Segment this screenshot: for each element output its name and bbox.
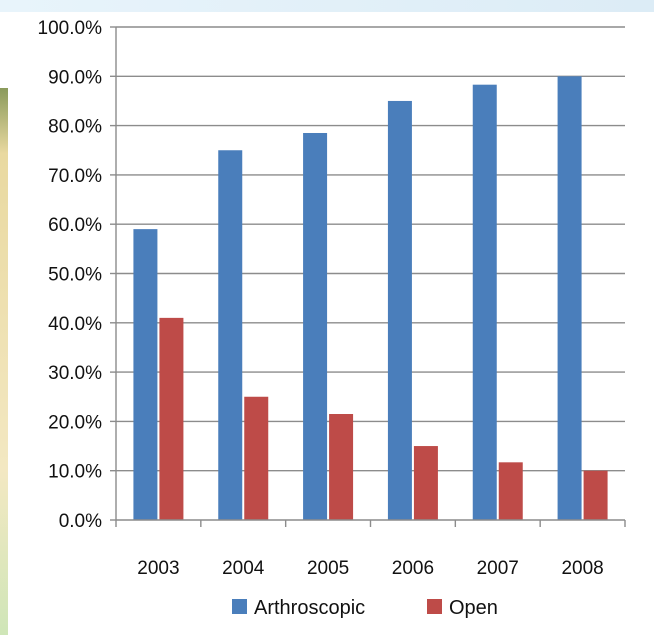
y-tick-label: 50.0% bbox=[48, 265, 102, 286]
bar-open-2008 bbox=[583, 470, 608, 520]
x-tick-label: 2004 bbox=[222, 558, 265, 579]
legend-label-open: Open bbox=[449, 597, 498, 619]
x-tick-label: 2006 bbox=[392, 558, 434, 579]
y-tick-label: 60.0% bbox=[48, 215, 102, 236]
bar-open-2003 bbox=[159, 317, 184, 520]
bar-open-2006 bbox=[413, 446, 438, 520]
x-tick-label: 2003 bbox=[137, 558, 179, 579]
bar-arthroscopic-2008 bbox=[557, 76, 582, 521]
y-tick-label: 80.0% bbox=[48, 117, 102, 138]
bar-open-2005 bbox=[329, 414, 354, 520]
bar-arthroscopic-2007 bbox=[472, 84, 497, 520]
legend-swatch-open bbox=[427, 599, 442, 614]
legend-swatch-arthroscopic bbox=[232, 599, 247, 614]
x-axis: 2003 2004 2005 2006 2007 2008 bbox=[115, 27, 626, 579]
y-tick-label: 10.0% bbox=[48, 462, 102, 483]
y-tick-label: 0.0% bbox=[59, 511, 102, 532]
y-tick-label: 90.0% bbox=[48, 67, 102, 88]
background-left-strip bbox=[0, 88, 8, 635]
bar-open-2004 bbox=[244, 396, 269, 520]
x-tick-label: 2007 bbox=[477, 558, 519, 579]
legend-label-arthroscopic: Arthroscopic bbox=[254, 597, 365, 619]
background-top-strip bbox=[0, 0, 654, 12]
y-tick-label: 20.0% bbox=[48, 412, 102, 433]
y-tick-label: 100.0% bbox=[38, 18, 103, 39]
x-tick-label: 2005 bbox=[307, 558, 349, 579]
bar-arthroscopic-2004 bbox=[218, 150, 243, 520]
bar-arthroscopic-2006 bbox=[387, 100, 412, 520]
bar-open-2007 bbox=[498, 462, 523, 520]
y-tick-label: 70.0% bbox=[48, 166, 102, 187]
gridlines bbox=[116, 26, 625, 472]
legend: Arthroscopic Open bbox=[232, 597, 498, 619]
y-tick-label: 40.0% bbox=[48, 314, 102, 335]
bars bbox=[133, 76, 608, 521]
x-tick-label: 2008 bbox=[561, 558, 603, 579]
y-tick-label: 30.0% bbox=[48, 363, 102, 384]
bar-arthroscopic-2005 bbox=[303, 132, 328, 520]
bar-arthroscopic-2003 bbox=[133, 229, 158, 520]
y-axis-ticks: 0.0% 10.0% 20.0% 30.0% 40.0% 50.0% 60.0% 70.0% 8… bbox=[38, 18, 116, 532]
